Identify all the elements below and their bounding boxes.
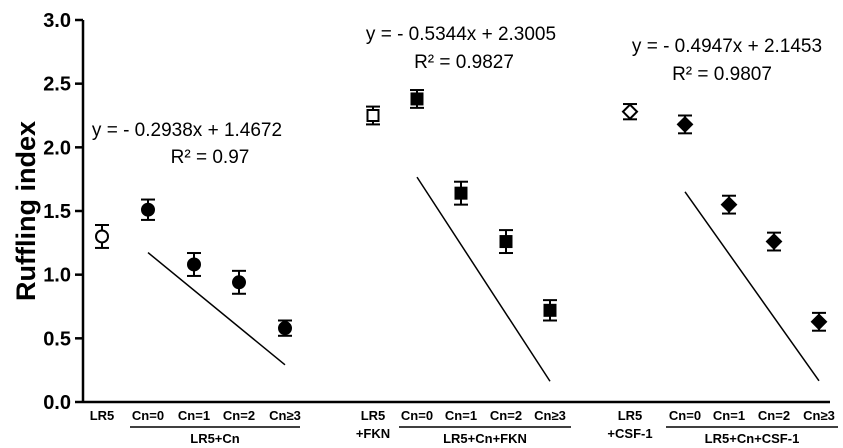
group-label: LR5+Cn+CSF-1	[705, 431, 800, 446]
y-tick-label: 1.0	[43, 265, 71, 287]
r-squared-label: R² = 0.9827	[414, 52, 514, 73]
plot-area: y = - 0.2938x + 1.4672 R² = 0.97 y = - 0.5…	[92, 24, 828, 382]
regression-equation: y = - 0.4947x + 2.1453	[632, 36, 822, 57]
x-tick-label: LR5	[361, 408, 386, 423]
y-ticks: 0.0 0.5 1.0 1.5 2.0 2.5 3.0	[43, 10, 83, 414]
data-point	[810, 313, 828, 331]
x-tick-label: Cn≥3	[803, 408, 835, 423]
y-tick-label: 3.0	[43, 10, 71, 32]
x-tick-label: +CSF-1	[607, 426, 652, 441]
data-point	[141, 202, 155, 217]
x-tick-label: +FKN	[356, 426, 390, 441]
regression-line	[147, 252, 286, 366]
x-tick-label: Cn=2	[758, 408, 790, 423]
data-point	[676, 115, 694, 133]
data-point	[410, 92, 424, 106]
x-tick-label: Cn=0	[401, 408, 433, 423]
x-tick-label: Cn=1	[445, 408, 477, 423]
r-squared-label: R² = 0.97	[171, 147, 250, 168]
data-point	[543, 303, 557, 317]
y-axis-label: Ruffling index	[11, 121, 41, 301]
regression-line	[416, 176, 551, 382]
x-tick-label: Cn≥3	[534, 408, 566, 423]
data-point	[499, 235, 513, 249]
y-tick-label: 1.5	[43, 201, 71, 223]
y-tick-label: 2.5	[43, 74, 71, 96]
x-tick-label: LR5	[90, 408, 115, 423]
regression-line	[684, 191, 820, 382]
data-point	[765, 233, 783, 250]
data-point	[187, 257, 201, 272]
r-squared-label: R² = 0.9807	[672, 64, 772, 85]
y-tick-label: 0.0	[43, 392, 71, 414]
y-tick-label: 2.0	[43, 137, 71, 159]
control-point	[621, 103, 639, 121]
x-tick-label: LR5	[618, 408, 643, 423]
x-tick-label: Cn=0	[669, 408, 701, 423]
group-label: LR5+Cn+FKN	[443, 431, 527, 446]
x-tick-label: Cn=0	[132, 408, 164, 423]
x-tick-label: Cn=2	[223, 408, 255, 423]
x-tick-label: Cn=2	[490, 408, 522, 423]
x-tick-label: Cn≥3	[269, 408, 301, 423]
x-tick-label: Cn=1	[713, 408, 745, 423]
regression-equation: y = - 0.5344x + 2.3005	[366, 24, 556, 45]
control-point	[95, 229, 109, 244]
group-label: LR5+Cn	[190, 431, 240, 446]
x-tick-label: Cn=1	[178, 408, 210, 423]
regression-equation: y = - 0.2938x + 1.4672	[92, 120, 282, 141]
y-tick-label: 0.5	[43, 328, 71, 350]
data-point	[454, 186, 468, 200]
data-point	[720, 196, 738, 214]
data-point	[232, 275, 246, 290]
control-point	[366, 109, 380, 122]
x-tick-labels: LR5 Cn=0 Cn=1 Cn=2 Cn≥3 LR5+Cn LR5 +FKN Cn=0 Cn=1…	[90, 408, 838, 446]
data-point	[278, 321, 292, 336]
